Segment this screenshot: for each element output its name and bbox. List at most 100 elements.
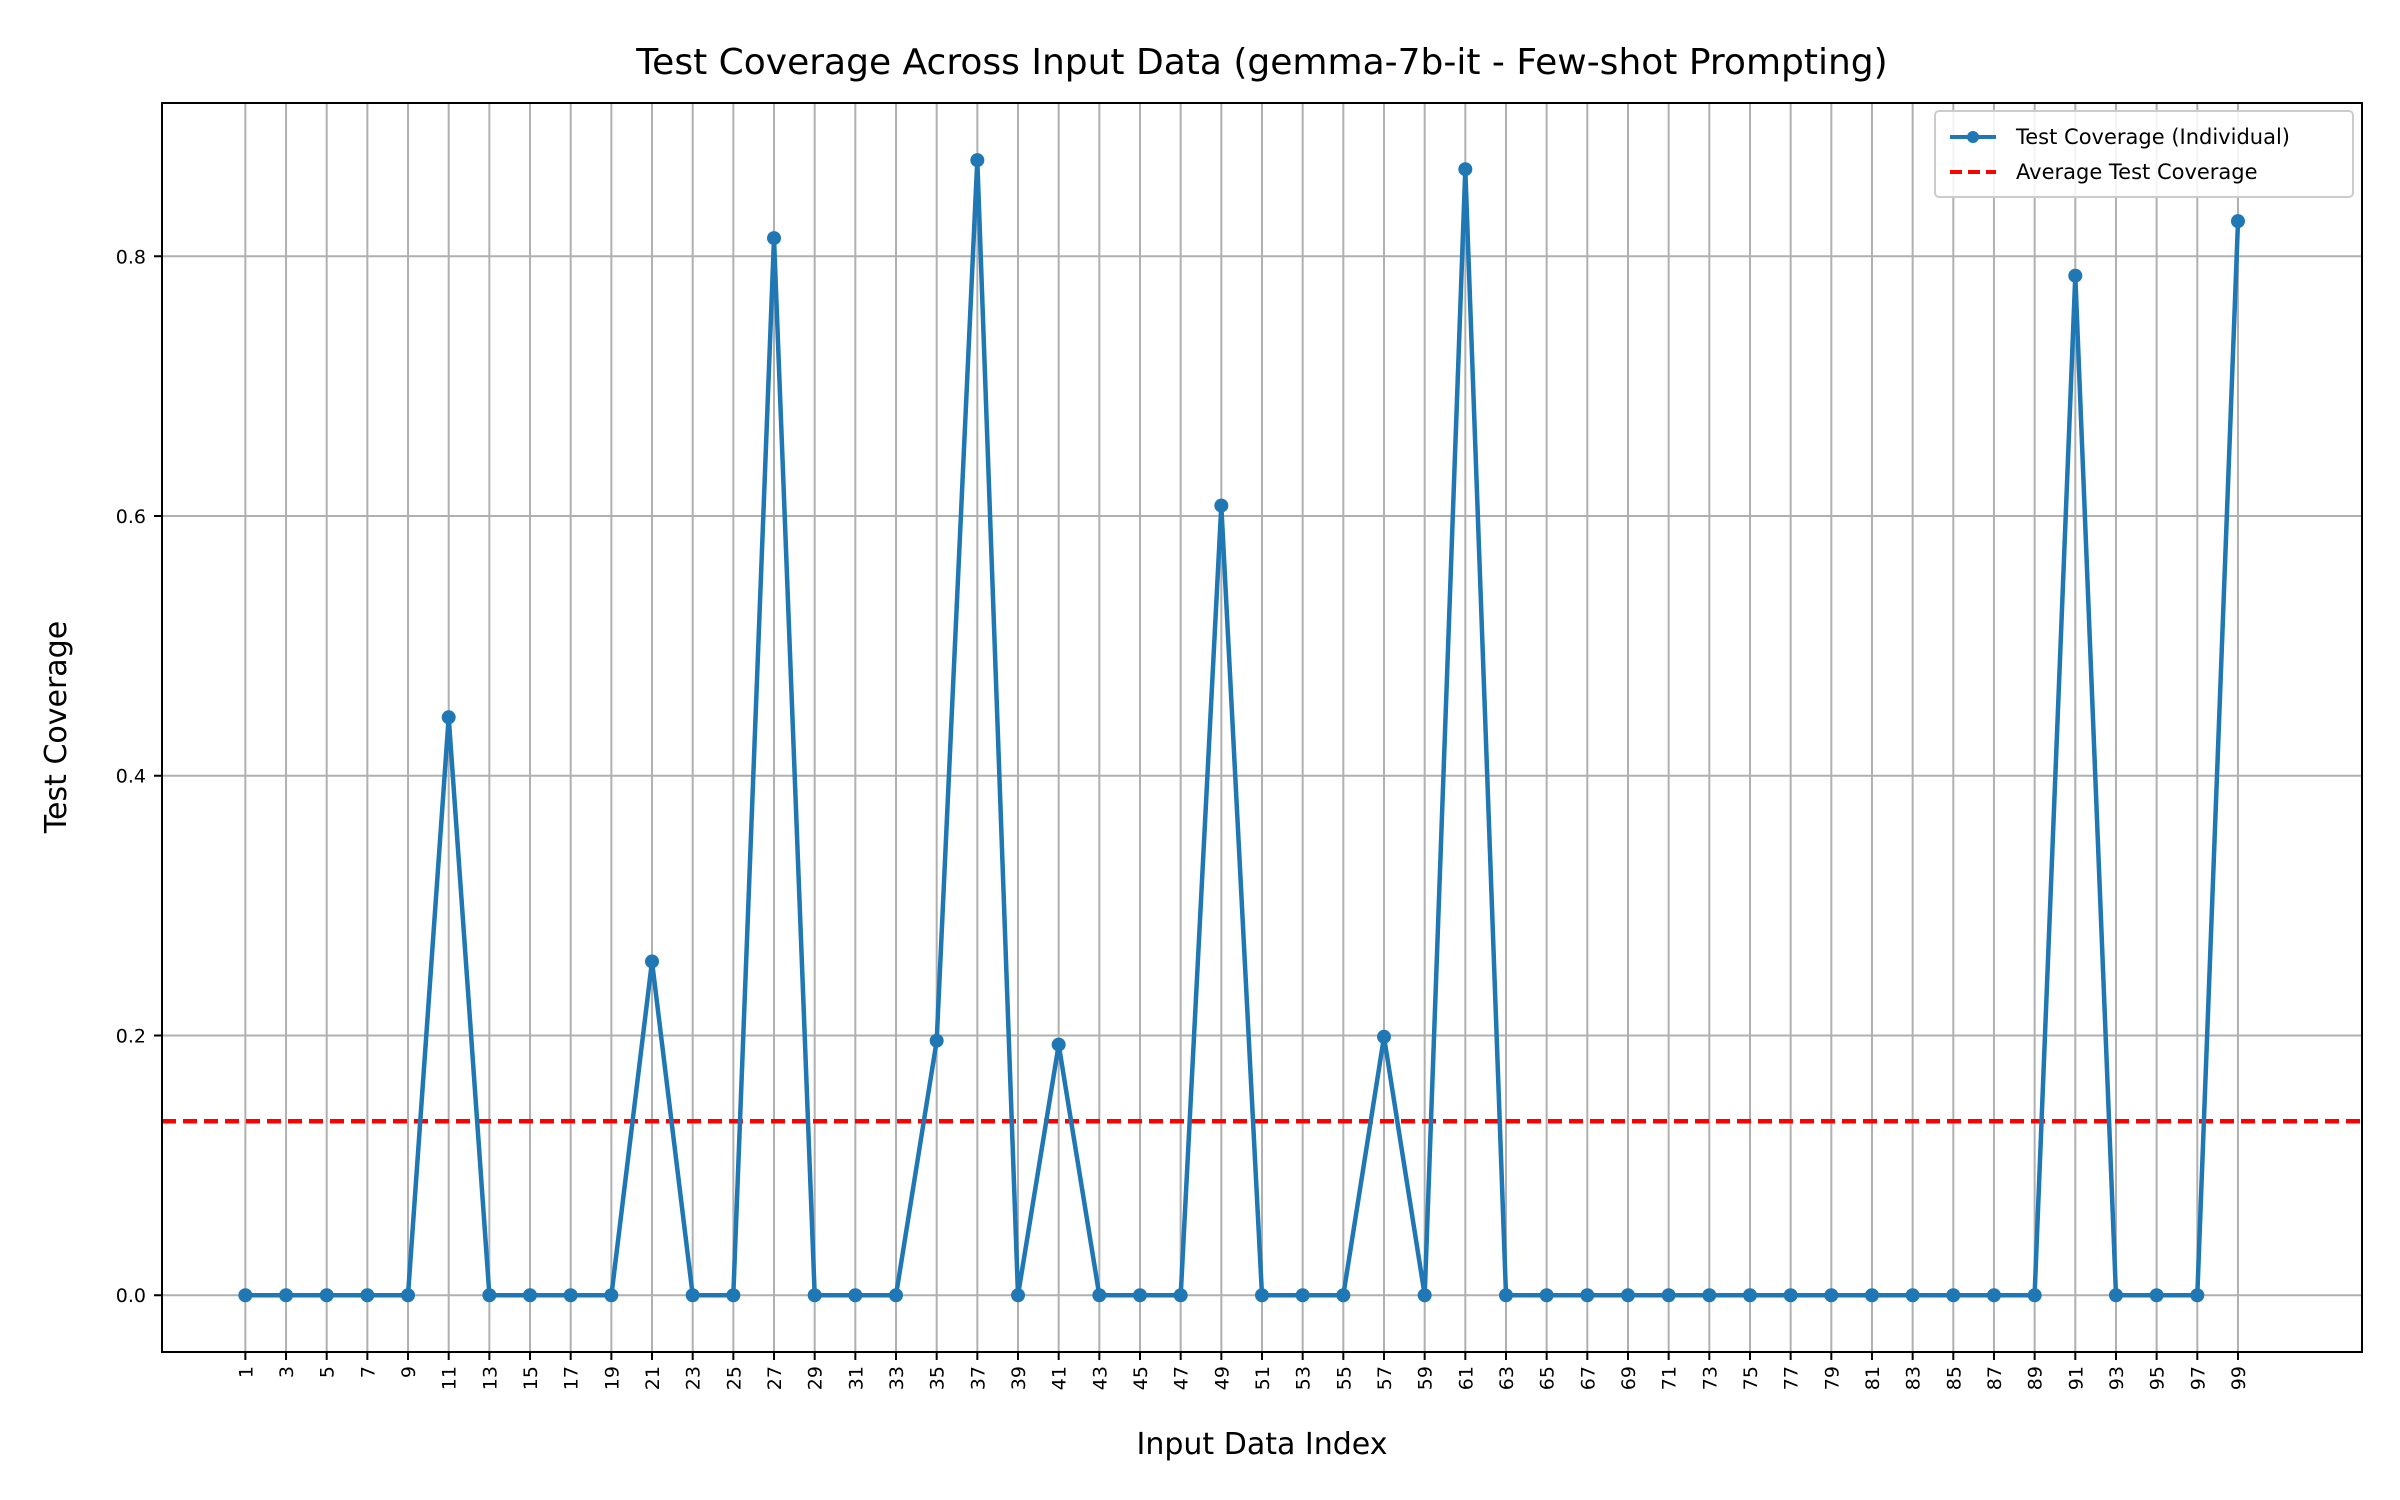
x-tick-label: 55 (1333, 1366, 1355, 1390)
x-tick-label: 95 (2147, 1366, 2169, 1390)
x-tick-label: 67 (1577, 1366, 1599, 1390)
y-axis-label: Test Coverage (39, 621, 74, 834)
x-tick-label: 81 (1862, 1366, 1884, 1390)
x-tick-label: 83 (1903, 1366, 1925, 1390)
data-point (319, 1288, 334, 1303)
x-tick-label: 65 (1537, 1366, 1559, 1390)
data-point (1417, 1288, 1432, 1303)
x-tick-label: 37 (967, 1366, 989, 1390)
x-tick-label: 79 (1821, 1366, 1843, 1390)
data-point (279, 1288, 294, 1303)
data-point (848, 1288, 863, 1303)
data-point (1539, 1288, 1554, 1303)
x-tick-label: 1 (235, 1366, 257, 1378)
data-point (1824, 1288, 1839, 1303)
x-tick-label: 21 (642, 1366, 664, 1390)
data-point (645, 954, 660, 969)
data-point (685, 1288, 700, 1303)
x-tick-label: 45 (1130, 1366, 1152, 1390)
x-tick-label: 3 (276, 1366, 298, 1378)
data-point (1092, 1288, 1107, 1303)
data-point (2068, 268, 2083, 283)
x-tick-label: 43 (1089, 1366, 1111, 1390)
data-point (1620, 1288, 1635, 1303)
data-point (482, 1288, 497, 1303)
y-tick-label: 0.4 (116, 766, 146, 788)
data-point (1986, 1288, 2001, 1303)
data-point (1458, 162, 1473, 177)
data-point (1580, 1288, 1595, 1303)
x-tick-label: 13 (479, 1366, 501, 1390)
data-point (1702, 1288, 1717, 1303)
x-tick-label: 49 (1211, 1366, 1233, 1390)
x-tick-label: 33 (886, 1366, 908, 1390)
data-point (1011, 1288, 1026, 1303)
data-point (1783, 1288, 1798, 1303)
x-tick-label: 97 (2187, 1366, 2209, 1390)
data-point (1864, 1288, 1879, 1303)
data-point (1133, 1288, 1148, 1303)
x-tick-label: 91 (2065, 1366, 2087, 1390)
legend-entry-individual: Test Coverage (Individual) (1950, 125, 2290, 149)
x-tick-label: 15 (520, 1366, 542, 1390)
data-point (604, 1288, 619, 1303)
data-point (726, 1288, 741, 1303)
series-markers (238, 153, 2245, 1303)
x-axis-ticks: 1 3 5 7 9 11 13 15 17 19 21 23 25 27 29 31 33 35 37 39 41 43 4… (235, 1352, 2250, 1390)
data-point (563, 1288, 578, 1303)
x-tick-label: 77 (1781, 1366, 1803, 1390)
legend-entry-average: Average Test Coverage (1950, 160, 2258, 184)
data-point (1661, 1288, 1676, 1303)
data-point (441, 710, 456, 725)
x-tick-label: 93 (2106, 1366, 2128, 1390)
data-point (1255, 1288, 1269, 1303)
legend-label: Test Coverage (Individual) (2015, 125, 2290, 149)
x-tick-label: 35 (927, 1366, 949, 1390)
data-point (1376, 1029, 1391, 1044)
data-point (238, 1288, 253, 1303)
x-tick-label: 25 (723, 1366, 745, 1390)
x-tick-label: 87 (1984, 1366, 2006, 1390)
legend-swatch-marker (1967, 131, 1979, 143)
x-tick-label: 7 (357, 1366, 379, 1378)
data-point (767, 231, 782, 246)
data-point (401, 1288, 416, 1303)
x-tick-label: 69 (1618, 1366, 1640, 1390)
data-point (1173, 1288, 1188, 1303)
x-tick-label: 89 (2025, 1366, 2047, 1390)
x-tick-label: 71 (1659, 1366, 1681, 1390)
x-tick-label: 59 (1415, 1366, 1437, 1390)
data-point (1051, 1037, 1066, 1052)
x-tick-label: 75 (1740, 1366, 1762, 1390)
data-point (970, 153, 985, 168)
y-tick-label: 0.6 (116, 506, 146, 528)
x-tick-label: 31 (845, 1366, 867, 1390)
x-tick-label: 27 (764, 1366, 786, 1390)
x-tick-label: 63 (1496, 1366, 1518, 1390)
data-point (2108, 1288, 2123, 1303)
data-point (2230, 214, 2245, 229)
x-tick-label: 29 (805, 1366, 827, 1390)
data-point (1905, 1288, 1920, 1303)
data-point (1295, 1288, 1310, 1303)
data-point (807, 1288, 822, 1303)
x-tick-label: 23 (683, 1366, 705, 1390)
data-point (2149, 1288, 2164, 1303)
x-tick-label: 11 (439, 1366, 461, 1390)
y-tick-label: 0.0 (116, 1285, 146, 1307)
legend: Test Coverage (Individual) Average Test … (1934, 110, 2354, 198)
y-axis-ticks: 0.0 0.2 0.4 0.6 0.8 (116, 246, 162, 1307)
x-tick-label: 61 (1455, 1366, 1477, 1390)
y-tick-label: 0.2 (116, 1025, 146, 1047)
x-tick-label: 9 (398, 1366, 420, 1378)
x-axis-label: Input Data Index (1137, 1427, 1388, 1462)
x-tick-label: 85 (1943, 1366, 1965, 1390)
data-point (2190, 1288, 2205, 1303)
x-tick-label: 53 (1293, 1366, 1315, 1390)
data-point (2027, 1288, 2042, 1303)
legend-label: Average Test Coverage (2016, 160, 2258, 184)
legend-box (1934, 110, 2354, 198)
x-tick-label: 39 (1008, 1366, 1030, 1390)
